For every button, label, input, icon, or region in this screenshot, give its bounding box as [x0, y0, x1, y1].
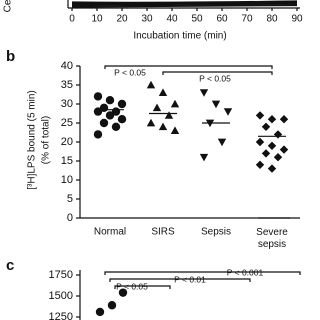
- annotation: P < 0.001: [227, 267, 264, 277]
- annotation: P < 0.05: [116, 281, 148, 291]
- data-point: [117, 115, 127, 124]
- data-point: [105, 111, 115, 120]
- data-point: [211, 100, 221, 109]
- x-tick-label: Severe sepsis: [256, 227, 288, 250]
- panel-label: c: [6, 257, 14, 274]
- annotation: P < 0.05: [199, 73, 231, 83]
- significance-bracket: [104, 271, 301, 275]
- data-point: [223, 108, 233, 116]
- data-point: [170, 99, 180, 108]
- data-point: [279, 115, 289, 124]
- x-tick-label: 70: [241, 14, 253, 25]
- data-point: [93, 92, 103, 101]
- data-point: [273, 130, 283, 139]
- significance-bracket: [104, 65, 273, 69]
- data-point: [255, 137, 265, 147]
- data-point: [164, 111, 174, 119]
- curve: [71, 2, 298, 5]
- data-point: [158, 122, 168, 131]
- data-point: [93, 130, 103, 139]
- y-tick-label: 1250: [49, 311, 73, 320]
- curve: [71, 4, 298, 7]
- data-point: [146, 118, 156, 127]
- data-point: [95, 307, 105, 317]
- curve: [71, 3, 298, 6]
- data-point: [273, 153, 283, 162]
- data-point: [93, 107, 103, 116]
- data-point: [170, 126, 180, 134]
- y-tick-label: 1750: [49, 269, 73, 281]
- data-point: [146, 80, 156, 89]
- data-point: [279, 145, 289, 154]
- y-tick-label: 1500: [49, 290, 73, 302]
- x-axis-label: Incubation time (min): [133, 31, 226, 42]
- data-point: [261, 149, 271, 158]
- y-tick-label: 0: [67, 212, 73, 224]
- y-tick-label: 30: [61, 98, 73, 110]
- panel-label: b: [6, 48, 15, 65]
- curve: [71, 0, 298, 3]
- data-point: [105, 96, 115, 105]
- curve: [71, 1, 298, 4]
- y-tick-label: 15: [61, 155, 73, 167]
- x-tick-label: Normal: [94, 227, 126, 238]
- significance-bracket: [162, 71, 273, 75]
- data-point: [199, 153, 209, 162]
- y-tick-label: 20: [61, 136, 73, 148]
- x-tick-label: 90: [291, 14, 303, 25]
- x-tick-label: 0: [69, 14, 75, 25]
- x-tick-label: 80: [266, 14, 278, 25]
- y-tick-label: 35: [61, 79, 73, 91]
- significance-bracket: [109, 278, 251, 282]
- data-point: [158, 88, 168, 96]
- data-point: [152, 103, 162, 112]
- x-tick-label: 20: [116, 14, 128, 25]
- x-tick-label: Sepsis: [201, 227, 231, 238]
- x-tick-label: 10: [91, 14, 103, 25]
- data-point: [267, 115, 277, 124]
- y-tick-label: 25: [61, 117, 73, 129]
- x-tick-label: 30: [141, 14, 153, 25]
- annotation: P < 0.01: [174, 274, 206, 284]
- y-axis-label: [³H]LPS bound (5 min): [27, 90, 38, 190]
- data-point: [111, 122, 121, 131]
- data-point: [199, 89, 209, 97]
- annotation: P < 0.05: [114, 67, 146, 77]
- curve: [71, 4, 298, 8]
- data-point: [255, 160, 265, 169]
- x-tick-label: 40: [166, 14, 178, 25]
- data-point: [99, 118, 109, 128]
- data-point: [118, 288, 128, 297]
- y-tick-label: 40: [61, 60, 73, 72]
- x-tick-label: 50: [191, 14, 203, 25]
- data-point: [107, 301, 117, 310]
- significance-bracket: [114, 285, 171, 289]
- data-point: [267, 164, 277, 173]
- y-tick-label: 5: [67, 193, 73, 205]
- data-point: [267, 141, 277, 150]
- data-point: [261, 122, 271, 131]
- data-point: [217, 138, 227, 147]
- x-tick-label: 60: [216, 14, 228, 25]
- data-point: [255, 111, 265, 120]
- x-tick-label: SIRS: [151, 227, 175, 238]
- data-point: [117, 99, 127, 109]
- y-axis-label: Ce: [3, 0, 14, 12]
- y-axis-label: (% of total): [41, 116, 52, 164]
- y-tick-label: 10: [61, 174, 73, 186]
